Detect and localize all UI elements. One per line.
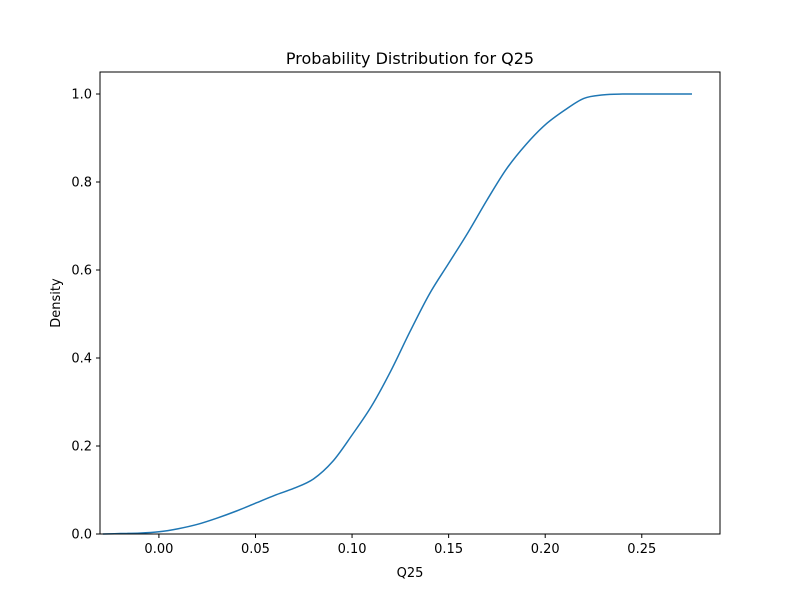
x-tick-label: 0.25 (627, 542, 656, 557)
y-axis-label: Density (49, 278, 64, 328)
plot-area (102, 93, 692, 535)
y-tick-label: 1.0 (71, 88, 92, 103)
y-tick-label: 0.4 (71, 352, 92, 367)
x-tick-label: 0.10 (338, 542, 367, 557)
y-tick-label: 0.6 (71, 264, 92, 279)
x-tick-label: 0.05 (241, 542, 270, 557)
y-tick-label: 0.8 (71, 176, 92, 191)
x-axis-label: Q25 (397, 566, 424, 581)
plot-frame (99, 71, 721, 535)
x-tick-label: 0.00 (144, 542, 173, 557)
y-axis-ticks: 0.0 0.2 0.4 0.6 0.8 1.0 (71, 88, 100, 543)
chart-title: Probability Distribution for Q25 (286, 49, 534, 68)
series-line (102, 93, 692, 535)
x-axis-ticks: 0.00 0.05 0.10 0.15 0.20 0.25 (144, 534, 656, 557)
y-tick-label: 0.2 (71, 440, 92, 455)
x-tick-label: 0.20 (531, 542, 560, 557)
x-tick-label: 0.15 (434, 542, 463, 557)
y-tick-label: 0.0 (71, 528, 92, 543)
